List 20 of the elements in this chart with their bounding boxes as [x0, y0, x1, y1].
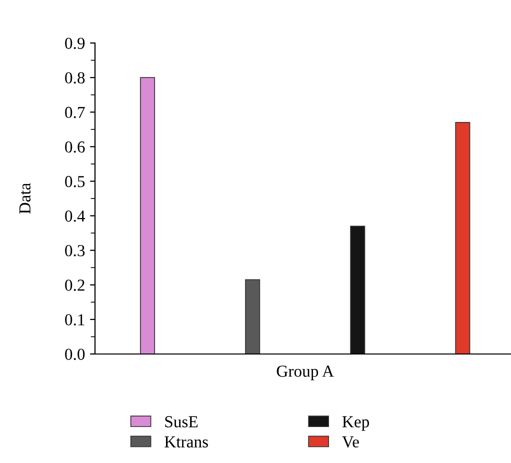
legend-label: Ve: [342, 436, 359, 448]
y-axis-title: Data: [19, 183, 31, 214]
bar: [245, 279, 260, 354]
y-tick-label: 0.1: [65, 314, 84, 326]
y-tick-label: 0.7: [65, 106, 85, 118]
bar: [455, 122, 470, 354]
y-tick-label: 0.5: [65, 176, 85, 188]
y-tick-label: 0.2: [65, 280, 84, 291]
y-tick-label: 0.3: [65, 245, 85, 256]
y-tick-label: 0.0: [65, 348, 85, 360]
y-tick-label: 0.8: [65, 72, 85, 84]
x-tick-label: Group A: [276, 366, 334, 380]
legend-label: Kep: [342, 416, 370, 431]
bar: [350, 226, 366, 354]
y-tick-label: 0.9: [65, 38, 85, 50]
y-tick-label: 0.4: [65, 210, 86, 222]
bar: [140, 77, 156, 354]
y-tick-label: 0.6: [65, 141, 85, 153]
legend-label: Ktrans: [164, 436, 208, 448]
legend-label: SusE: [165, 416, 198, 428]
